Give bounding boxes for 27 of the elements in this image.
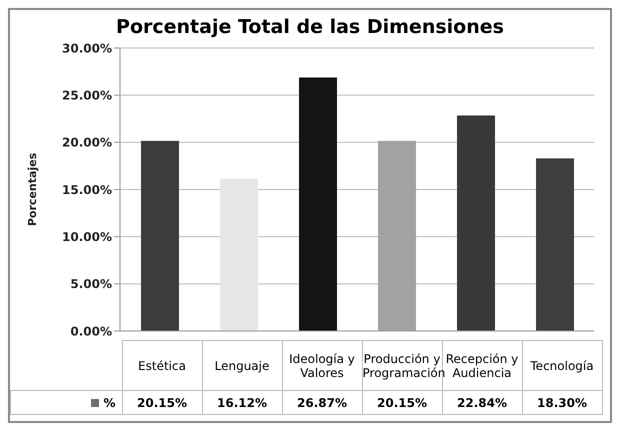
y-tick-label: 5.00%: [70, 277, 112, 292]
data-label: 18.30%: [522, 390, 602, 414]
bar: [299, 78, 337, 331]
x-tick-label: Estética: [122, 340, 202, 390]
y-tick-label: 15.00%: [62, 182, 112, 197]
y-tick-label: 0.00%: [70, 324, 112, 338]
bar: [220, 178, 258, 331]
y-tick-label: 25.00%: [62, 88, 112, 102]
y-axis-title: Porcentajes: [26, 152, 39, 226]
data-label: 16.12%: [202, 390, 282, 414]
data-label: 20.15%: [362, 390, 442, 414]
data-label: 20.15%: [122, 390, 202, 414]
y-tick-label: 20.00%: [62, 136, 112, 150]
x-tick-label: Producción y Programación: [362, 350, 446, 382]
x-tick-label: Lenguaje: [202, 340, 282, 390]
data-label: 26.87%: [282, 390, 362, 414]
chart-title: Porcentaje Total de las Dimensiones: [115, 15, 505, 40]
x-tick-label: Recepción y Audiencia: [446, 352, 518, 380]
y-tick-label: 30.00%: [62, 41, 112, 56]
data-label: 22.84%: [442, 390, 522, 414]
x-tick-label: Ideología y Valores: [282, 340, 362, 390]
x-tick-label: Tecnología: [522, 340, 602, 390]
bar: [141, 140, 179, 331]
bar: [457, 116, 495, 331]
bar: [536, 158, 574, 331]
text: %: [10, 390, 122, 414]
y-tick-label: 10.00%: [62, 230, 112, 244]
